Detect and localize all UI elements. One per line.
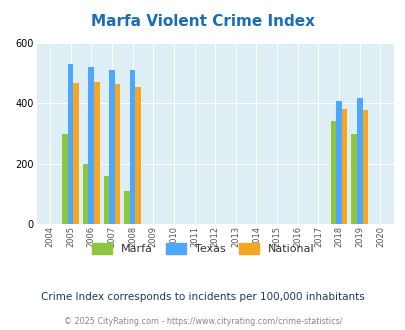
Text: © 2025 CityRating.com - https://www.cityrating.com/crime-statistics/: © 2025 CityRating.com - https://www.city… [64,317,341,326]
Bar [330,121,335,224]
Bar [103,176,109,224]
Bar [88,67,94,224]
Bar [335,101,341,224]
Bar [94,82,99,224]
Bar [135,87,141,224]
Bar [350,134,356,224]
Bar [362,110,367,224]
Bar [68,64,73,224]
Legend: Marfa, Texas, National: Marfa, Texas, National [87,239,318,258]
Bar [73,83,79,224]
Text: Marfa Violent Crime Index: Marfa Violent Crime Index [91,14,314,29]
Bar [62,134,68,224]
Bar [124,190,130,224]
Bar [109,70,115,224]
Bar [83,164,88,224]
Text: Crime Index corresponds to incidents per 100,000 inhabitants: Crime Index corresponds to incidents per… [41,292,364,302]
Bar [115,84,120,224]
Bar [341,109,347,224]
Bar [130,70,135,224]
Bar [356,98,362,224]
